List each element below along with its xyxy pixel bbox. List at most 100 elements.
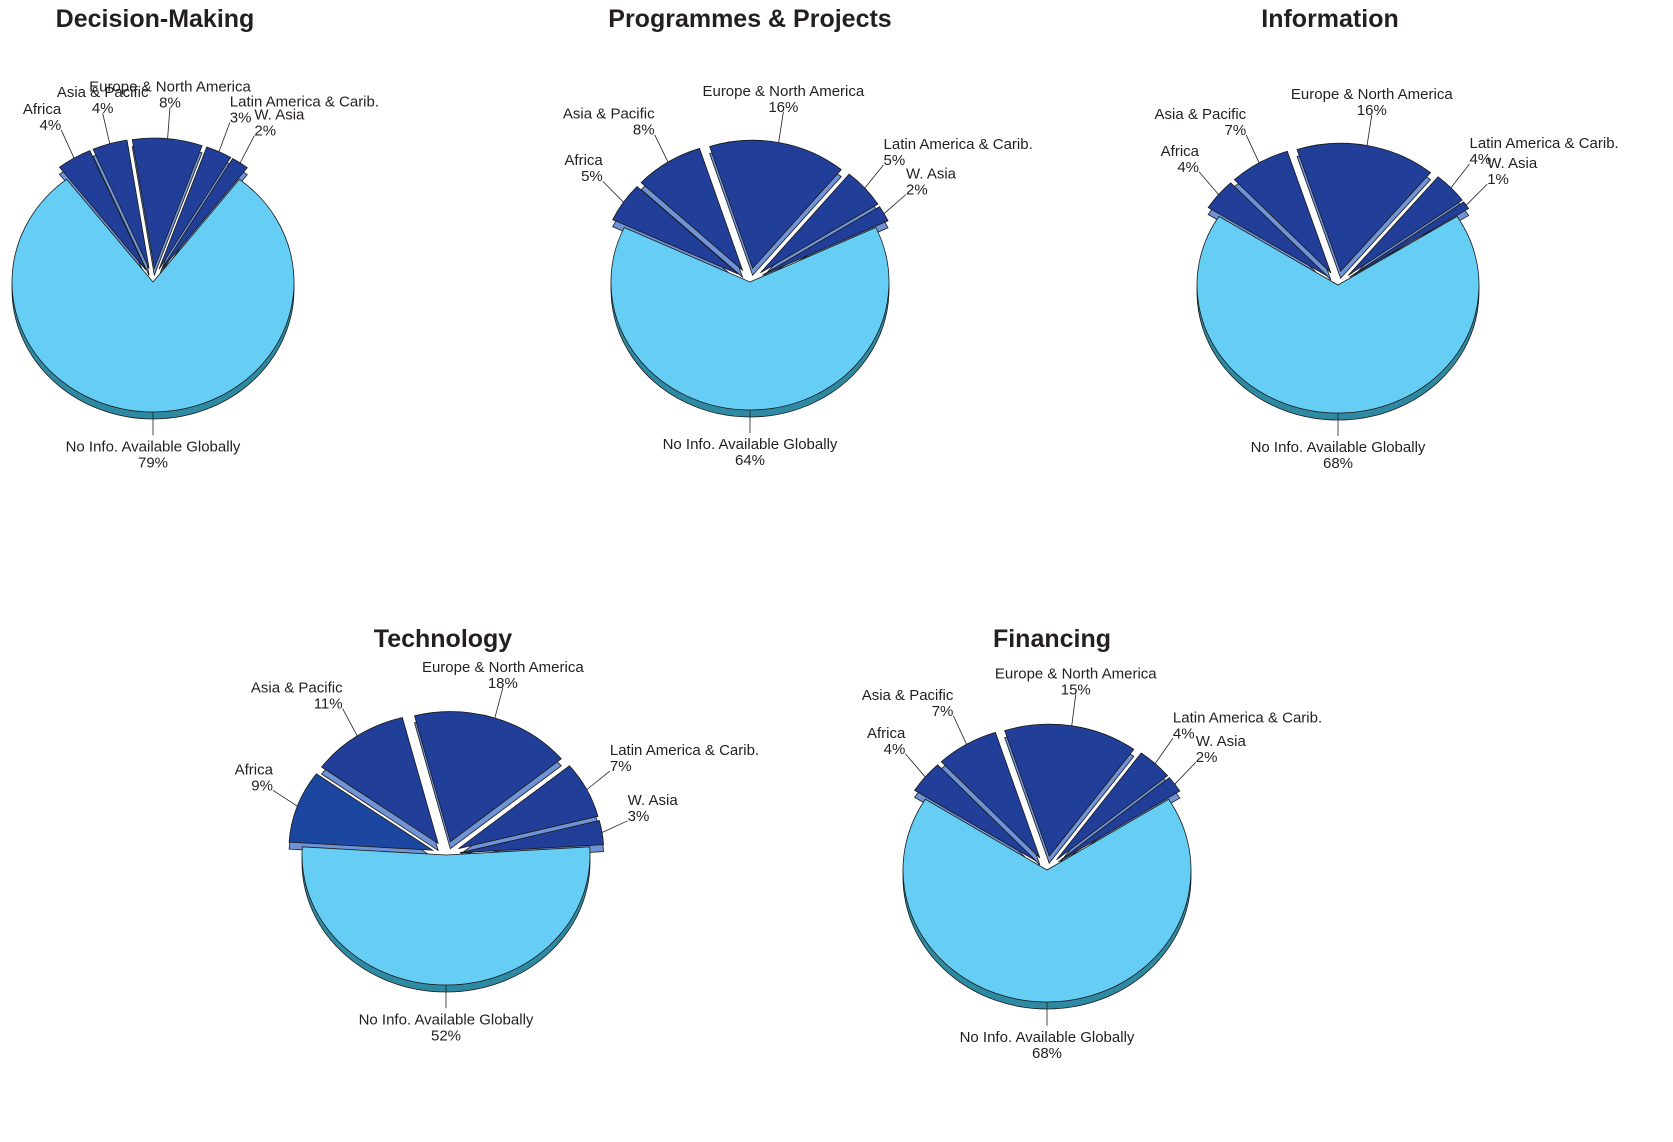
slice-value-label: 4% bbox=[1173, 725, 1195, 742]
slice-value-label: 2% bbox=[254, 123, 276, 140]
leader-line bbox=[1450, 163, 1470, 189]
pie-slice-asia-pacific bbox=[1233, 150, 1332, 274]
pie-chart-svg: Decision-Making No Info. Available Global… bbox=[11, 5, 379, 471]
slice-value-label: 3% bbox=[230, 110, 252, 127]
slice-label: Asia & Pacific bbox=[862, 687, 954, 704]
slice-label: Latin America & Carib. bbox=[610, 742, 759, 759]
pie-panel-technology: Technology No Info. Available Globally 52%… bbox=[230, 620, 770, 1140]
slice-value-label: 4% bbox=[92, 100, 114, 117]
pie-panel-financing: Financing No Info. Available Globally 68% A… bbox=[862, 620, 1360, 1140]
slice-value-label: 64% bbox=[735, 452, 765, 469]
slice-value-label: 68% bbox=[1323, 455, 1353, 472]
slice-value-label: 68% bbox=[1032, 1045, 1062, 1062]
pie-slice-europe-north-america bbox=[1296, 142, 1432, 273]
leader-line bbox=[102, 113, 111, 144]
chart-title: Financing bbox=[993, 625, 1111, 653]
chart-title: Programmes & Projects bbox=[608, 5, 891, 33]
leader-line bbox=[586, 770, 611, 790]
slice-label: No Info. Available Globally bbox=[1251, 439, 1426, 456]
leader-line bbox=[1198, 171, 1219, 195]
slice-label: Europe & North America bbox=[89, 78, 251, 95]
slice-label: W. Asia bbox=[254, 107, 305, 124]
pie-slice-europe-north-america bbox=[131, 137, 203, 270]
slice-value-label: 11% bbox=[314, 696, 343, 713]
slice-label: W. Asia bbox=[1196, 733, 1247, 750]
slice-label: Africa bbox=[867, 725, 906, 742]
pie-slice-no-info-available-globally bbox=[11, 178, 295, 413]
leader-line bbox=[1245, 134, 1260, 163]
leader-line bbox=[1071, 694, 1077, 726]
leader-line bbox=[1366, 114, 1373, 146]
slice-label: W. Asia bbox=[628, 792, 679, 809]
pie-slice-w-asia bbox=[762, 206, 889, 276]
slice-value-label: 1% bbox=[1487, 171, 1509, 188]
leader-line bbox=[1174, 761, 1197, 785]
pie-slice-asia-pacific bbox=[321, 717, 439, 845]
pie-slice-w-asia bbox=[1058, 777, 1181, 863]
pie-panel-decision-making: Decision-Making No Info. Available Global… bbox=[0, 0, 379, 520]
pie-slice-africa bbox=[288, 773, 435, 851]
pie-slice-africa bbox=[612, 185, 739, 275]
slice-value-label: 4% bbox=[1469, 151, 1491, 168]
leader-line bbox=[953, 715, 967, 745]
pie-chart-svg: Information No Info. Available Globally68… bbox=[1154, 5, 1618, 472]
slice-value-label: 5% bbox=[581, 168, 603, 185]
slice-label: W. Asia bbox=[1487, 155, 1538, 172]
slice-value-label: 16% bbox=[768, 99, 798, 116]
slice-label: Latin America & Carib. bbox=[1469, 135, 1618, 152]
slice-label: Africa bbox=[1161, 143, 1200, 160]
slice-value-label: 2% bbox=[906, 181, 928, 198]
pie-slice-europe-north-america bbox=[414, 711, 562, 843]
leader-line bbox=[239, 135, 255, 164]
slice-value-label: 9% bbox=[251, 777, 273, 794]
slice-value-label: 8% bbox=[633, 122, 655, 139]
slice-label: Asia & Pacific bbox=[57, 84, 149, 101]
pie-chart-svg: Technology No Info. Available Globally52%… bbox=[235, 625, 759, 1044]
leader-line bbox=[218, 122, 231, 152]
leader-line bbox=[1465, 183, 1488, 206]
slice-label: Latin America & Carib. bbox=[1173, 709, 1322, 726]
leader-line bbox=[904, 753, 926, 778]
slice-value-label: 52% bbox=[431, 1027, 461, 1044]
slice-label: Africa bbox=[23, 101, 62, 118]
slice-label: Africa bbox=[235, 761, 274, 778]
slice-value-label: 7% bbox=[1224, 122, 1246, 139]
slice-value-label: 4% bbox=[1177, 159, 1199, 176]
slice-label: Latin America & Carib. bbox=[230, 94, 379, 111]
slice-label: No Info. Available Globally bbox=[960, 1029, 1135, 1046]
pie-slice-no-info-available-globally bbox=[301, 846, 591, 986]
pie-slice-no-info-available-globally bbox=[610, 226, 890, 411]
leader-line bbox=[342, 708, 358, 737]
slice-value-label: 15% bbox=[1061, 681, 1091, 698]
leader-line bbox=[778, 111, 784, 143]
leader-line bbox=[494, 687, 504, 719]
slice-label: No Info. Available Globally bbox=[359, 1011, 534, 1028]
slice-value-label: 7% bbox=[932, 703, 954, 720]
slice-label: Europe & North America bbox=[422, 659, 584, 676]
slice-value-label: 8% bbox=[159, 94, 181, 111]
slice-value-label: 79% bbox=[138, 454, 168, 471]
slice-value-label: 16% bbox=[1357, 102, 1387, 119]
pie-slice-latin-america-carib bbox=[458, 765, 599, 850]
slice-value-label: 18% bbox=[488, 675, 518, 692]
pie-slice-africa bbox=[58, 150, 147, 271]
slice-label: W. Asia bbox=[906, 165, 957, 182]
pie-slice-asia-pacific bbox=[940, 731, 1041, 859]
leader-line bbox=[654, 134, 669, 163]
slice-label: No Info. Available Globally bbox=[66, 438, 241, 455]
leader-line bbox=[60, 129, 75, 159]
slice-label: No Info. Available Globally bbox=[663, 436, 838, 453]
pie-slice-latin-america-carib bbox=[1347, 176, 1463, 276]
slice-label: Asia & Pacific bbox=[251, 680, 343, 697]
slice-label: Asia & Pacific bbox=[563, 106, 655, 123]
slice-value-label: 7% bbox=[610, 758, 632, 775]
pie-slice-europe-north-america bbox=[1004, 723, 1135, 857]
slice-label: Africa bbox=[564, 152, 603, 169]
slice-value-label: 4% bbox=[39, 117, 61, 134]
leader-line bbox=[601, 820, 628, 833]
leader-line bbox=[272, 789, 298, 807]
leader-line bbox=[883, 194, 907, 214]
slice-label: Europe & North America bbox=[1291, 86, 1453, 103]
slice-value-label: 3% bbox=[628, 808, 650, 825]
